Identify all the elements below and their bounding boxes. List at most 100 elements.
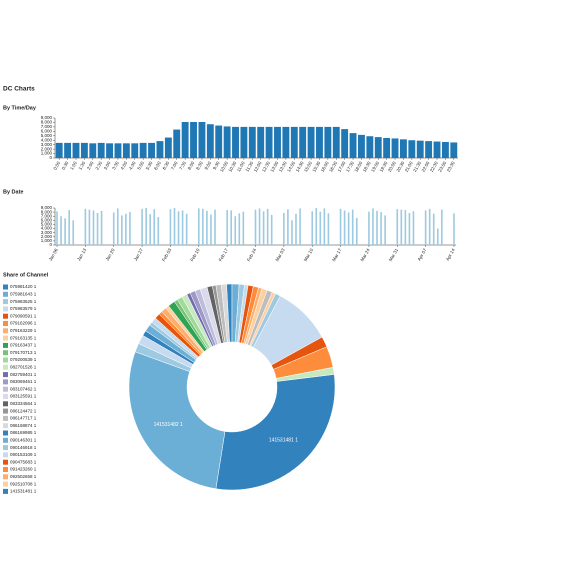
bar	[121, 215, 123, 245]
legend-label: 090153109 1	[10, 452, 37, 457]
bar	[198, 122, 206, 158]
bar	[210, 214, 212, 245]
x-tick-label: 21:00	[404, 160, 414, 173]
legend-label: 083107462 1	[10, 386, 37, 391]
bar	[64, 142, 72, 158]
bar	[185, 213, 188, 245]
bar	[202, 208, 204, 245]
bar	[240, 126, 248, 158]
bar	[206, 124, 214, 158]
legend-swatch	[3, 394, 8, 399]
x-tick-label: 15:30	[311, 160, 321, 173]
x-tick-label: 0:00	[52, 160, 61, 171]
legend-swatch	[3, 291, 8, 297]
x-tick-label: 14:30	[295, 160, 305, 173]
legend-label: 141531481 1	[10, 489, 37, 494]
legend-swatch	[3, 415, 8, 421]
x-tick-label: 1:00	[69, 160, 78, 171]
legend-label: 092510708 1	[10, 481, 37, 486]
x-tick-label: 3:00	[103, 160, 112, 171]
x-tick-label: 14:00	[286, 160, 296, 173]
y-tick-label: 7,000	[41, 213, 53, 218]
x-tick-label: 22:30	[429, 160, 439, 173]
legend-swatch	[3, 284, 8, 290]
y-tick-label: 7,000	[41, 124, 53, 129]
y-tick-label: 1,000	[41, 238, 53, 243]
bar	[324, 126, 332, 158]
legend-swatch	[3, 328, 8, 334]
x-tick-label: Apr 07	[417, 247, 428, 261]
legend-label: 079090591 1	[10, 313, 37, 318]
x-tick-label: 17:00	[337, 160, 347, 173]
bar	[148, 142, 155, 158]
legend-swatch	[3, 335, 8, 341]
legend-label: 090475683 1	[10, 459, 37, 464]
bar	[173, 208, 176, 245]
x-tick-label: Mar 17	[331, 247, 343, 262]
legend-label: 075981420 1	[10, 284, 37, 289]
y-tick-label: 5,000	[41, 222, 53, 227]
x-tick-label: 1:30	[78, 160, 87, 171]
bar	[450, 142, 458, 158]
x-tick-label: 19:00	[370, 160, 380, 173]
legend-label: 082759401 1	[10, 372, 37, 377]
pie-slice	[215, 374, 336, 491]
x-tick-label: 13:00	[269, 160, 279, 173]
y-tick-label: 0	[49, 242, 52, 247]
x-tick-label: Apr 14	[445, 247, 456, 261]
y-tick-label: 8,000	[41, 120, 53, 125]
legend-swatch	[3, 488, 8, 494]
legend-label: 086124472 1	[10, 408, 37, 413]
bar	[432, 213, 435, 245]
x-tick-label: 21:30	[412, 160, 422, 173]
bar	[453, 213, 455, 245]
bar	[100, 210, 103, 245]
bar	[80, 142, 88, 158]
bar	[425, 141, 433, 158]
bar	[441, 209, 443, 245]
bar	[116, 208, 119, 245]
legend-label: 083334564 1	[10, 401, 37, 406]
bar	[319, 211, 322, 245]
y-tick-label: 4,000	[41, 226, 53, 231]
legend-swatch	[3, 401, 8, 407]
legend-swatch	[3, 423, 8, 429]
legend-label: 092502658 1	[10, 474, 37, 479]
x-tick-label: Jan 13	[76, 247, 87, 262]
bar	[248, 126, 256, 158]
bar	[283, 212, 285, 245]
bar	[129, 212, 131, 245]
y-tick-label: 0	[49, 155, 52, 160]
bar	[226, 210, 228, 245]
x-tick-label: 16:00	[320, 160, 330, 173]
legend-label: 079200539 1	[10, 357, 37, 362]
x-tick-label: Feb 17	[218, 247, 230, 262]
legend-label: 079163229 1	[10, 328, 37, 333]
bar	[270, 214, 273, 245]
x-tick-label: 8:30	[195, 160, 204, 171]
bar	[295, 213, 297, 245]
x-tick-label: 20:00	[387, 160, 397, 173]
y-tick-label: 9,000	[41, 115, 53, 120]
x-tick-label: 23:00	[437, 160, 447, 173]
chart-title: Share of Channel	[3, 272, 49, 278]
x-tick-label: Jan 20	[105, 247, 116, 262]
legend-label: 086168874 1	[10, 423, 37, 428]
bar	[145, 208, 147, 245]
x-tick-label: 12:00	[253, 160, 263, 173]
bar	[56, 211, 58, 245]
x-tick-label: 4:30	[128, 160, 137, 171]
legend-label: 083069461 1	[10, 379, 37, 384]
bar	[266, 208, 269, 245]
legend-swatch	[3, 467, 8, 472]
x-tick-label: 8:00	[187, 160, 196, 171]
bar	[383, 138, 391, 158]
legend-swatch	[3, 350, 8, 356]
bar	[254, 209, 257, 245]
y-tick-label: 4,000	[41, 137, 53, 142]
y-tick-label: 1,000	[41, 151, 53, 156]
bar	[106, 143, 114, 158]
bar	[84, 208, 87, 245]
bar	[299, 208, 301, 245]
bar	[157, 217, 160, 245]
